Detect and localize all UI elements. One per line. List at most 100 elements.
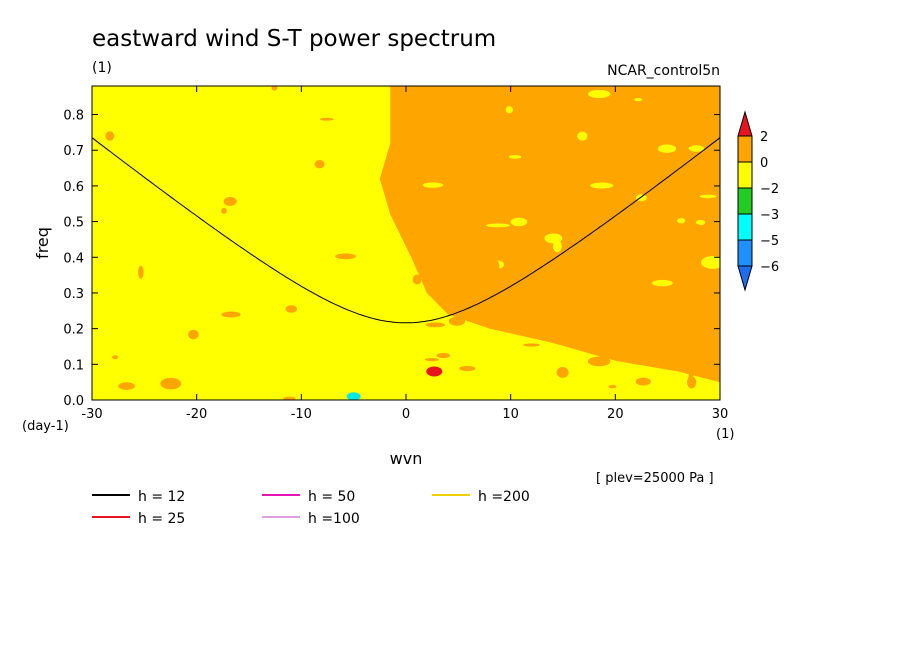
spectral-patch [503, 320, 528, 328]
colorbar-label: −3 [760, 208, 779, 223]
field-layer [105, 86, 720, 400]
colorbar-segment [737, 161, 753, 189]
spectral-patch [688, 145, 705, 152]
spectral-patch [608, 385, 617, 389]
spectral-patch [699, 194, 717, 199]
spectral-patch [283, 396, 296, 400]
spectral-patch [112, 355, 119, 360]
level-note: [ plev=25000 Pa ] [596, 471, 714, 486]
spectral-patch [441, 296, 457, 306]
run-label: NCAR_control5n [607, 63, 720, 79]
x-tick-label: -10 [291, 407, 312, 422]
spectral-patch [444, 139, 466, 151]
spectral-patch [544, 233, 563, 244]
spectral-patch [577, 131, 588, 141]
spectral-patch [223, 196, 237, 206]
spectral-patch [682, 223, 702, 233]
y-tick-label: 0.6 [63, 180, 84, 195]
legend: h = 12 h = 25 h = 50 h =100 h =200 [92, 489, 530, 527]
spectral-patch [652, 279, 673, 287]
spectral-patch [590, 182, 614, 189]
colorbar-label: 0 [760, 156, 768, 171]
spectral-patch [271, 86, 278, 91]
spectral-patch [448, 316, 466, 326]
colorbar-label: 2 [760, 130, 768, 145]
spectral-patch [510, 217, 528, 227]
y-tick-label: 0.7 [63, 144, 84, 159]
spectral-patch [105, 131, 115, 141]
colorbar-label: −2 [760, 182, 779, 197]
x-tick-label: 0 [402, 407, 410, 422]
spectral-patch [188, 329, 199, 340]
y-tick-label: 0.2 [63, 323, 84, 338]
spectral-patch [412, 274, 422, 285]
legend-label: h =100 [308, 511, 360, 527]
spectral-patch [536, 185, 555, 198]
spectral-patch [634, 98, 643, 102]
legend-label: h = 50 [308, 489, 355, 505]
spectral-patch [556, 367, 569, 378]
spectral-patch [492, 260, 500, 272]
y-unit-label: (day-1) [22, 419, 69, 434]
y-tick-label: 0.1 [63, 358, 84, 373]
spectral-patch [221, 207, 227, 214]
spectral-patch [523, 343, 540, 347]
colorbar-segment [737, 213, 753, 241]
x-axis-label: wvn [390, 449, 423, 468]
spectral-patch [553, 240, 562, 253]
spectral-patch [422, 182, 444, 188]
spectral-patch [565, 311, 575, 316]
spectral-patch [527, 177, 546, 185]
y-tick-label: 0.8 [63, 109, 84, 124]
spectral-patch [505, 195, 528, 209]
x-tick-label: 30 [712, 407, 729, 422]
spectral-patch [576, 333, 597, 337]
dispersion-curve-h12 [92, 137, 720, 324]
spectral-patch [484, 237, 498, 247]
spectral-peak [426, 366, 443, 377]
spectral-patch [590, 168, 609, 175]
spectral-minimum [346, 392, 361, 400]
spectral-patch [529, 173, 535, 178]
y-tick-label: 0.3 [63, 287, 84, 302]
spectral-patch [677, 218, 686, 224]
legend-label: h = 25 [138, 511, 185, 527]
units-label: (1) [92, 60, 112, 76]
spectral-patch [160, 377, 182, 390]
spectral-patch [635, 377, 651, 386]
spectral-patch [335, 253, 356, 260]
chart-title: eastward wind S-T power spectrum [92, 26, 496, 52]
spectral-patch [701, 256, 720, 269]
x-tick-label: -20 [186, 407, 207, 422]
spectral-patch [587, 90, 611, 98]
spectral-patch [665, 333, 673, 342]
x-axis: -30 -20 -10 0 10 20 30 [81, 86, 728, 422]
colorbar-segment [737, 135, 753, 163]
spectral-patch [688, 370, 694, 384]
y-tick-label: 0.4 [63, 251, 84, 266]
colorbar-segment [737, 187, 753, 215]
colorbar-label: −6 [760, 260, 779, 275]
spectral-patch [285, 305, 297, 313]
spectral-patch [692, 179, 711, 186]
spectral-patch [657, 144, 677, 153]
spectral-patch [436, 352, 451, 359]
spectral-patch [587, 356, 611, 367]
x-unit-label: (1) [716, 427, 734, 442]
y-tick-label: 0.5 [63, 216, 84, 231]
colorbar-segment [737, 239, 753, 267]
spectral-patch [425, 322, 446, 328]
spectral-patch [695, 219, 706, 226]
spectral-patch [414, 203, 437, 211]
spectral-patch [568, 302, 585, 311]
colorbar-bottom-arrow [737, 265, 753, 292]
spectral-patch [508, 155, 522, 159]
spectral-patch [314, 160, 325, 169]
legend-label: h = 12 [138, 489, 185, 505]
spectral-patch [655, 112, 679, 116]
spectral-patch [319, 117, 334, 121]
y-axis: 0.0 0.1 0.2 0.3 0.4 0.5 0.6 0.7 0.8 [63, 109, 720, 409]
spectral-patch [505, 106, 513, 114]
dispersion-curves [92, 137, 720, 324]
